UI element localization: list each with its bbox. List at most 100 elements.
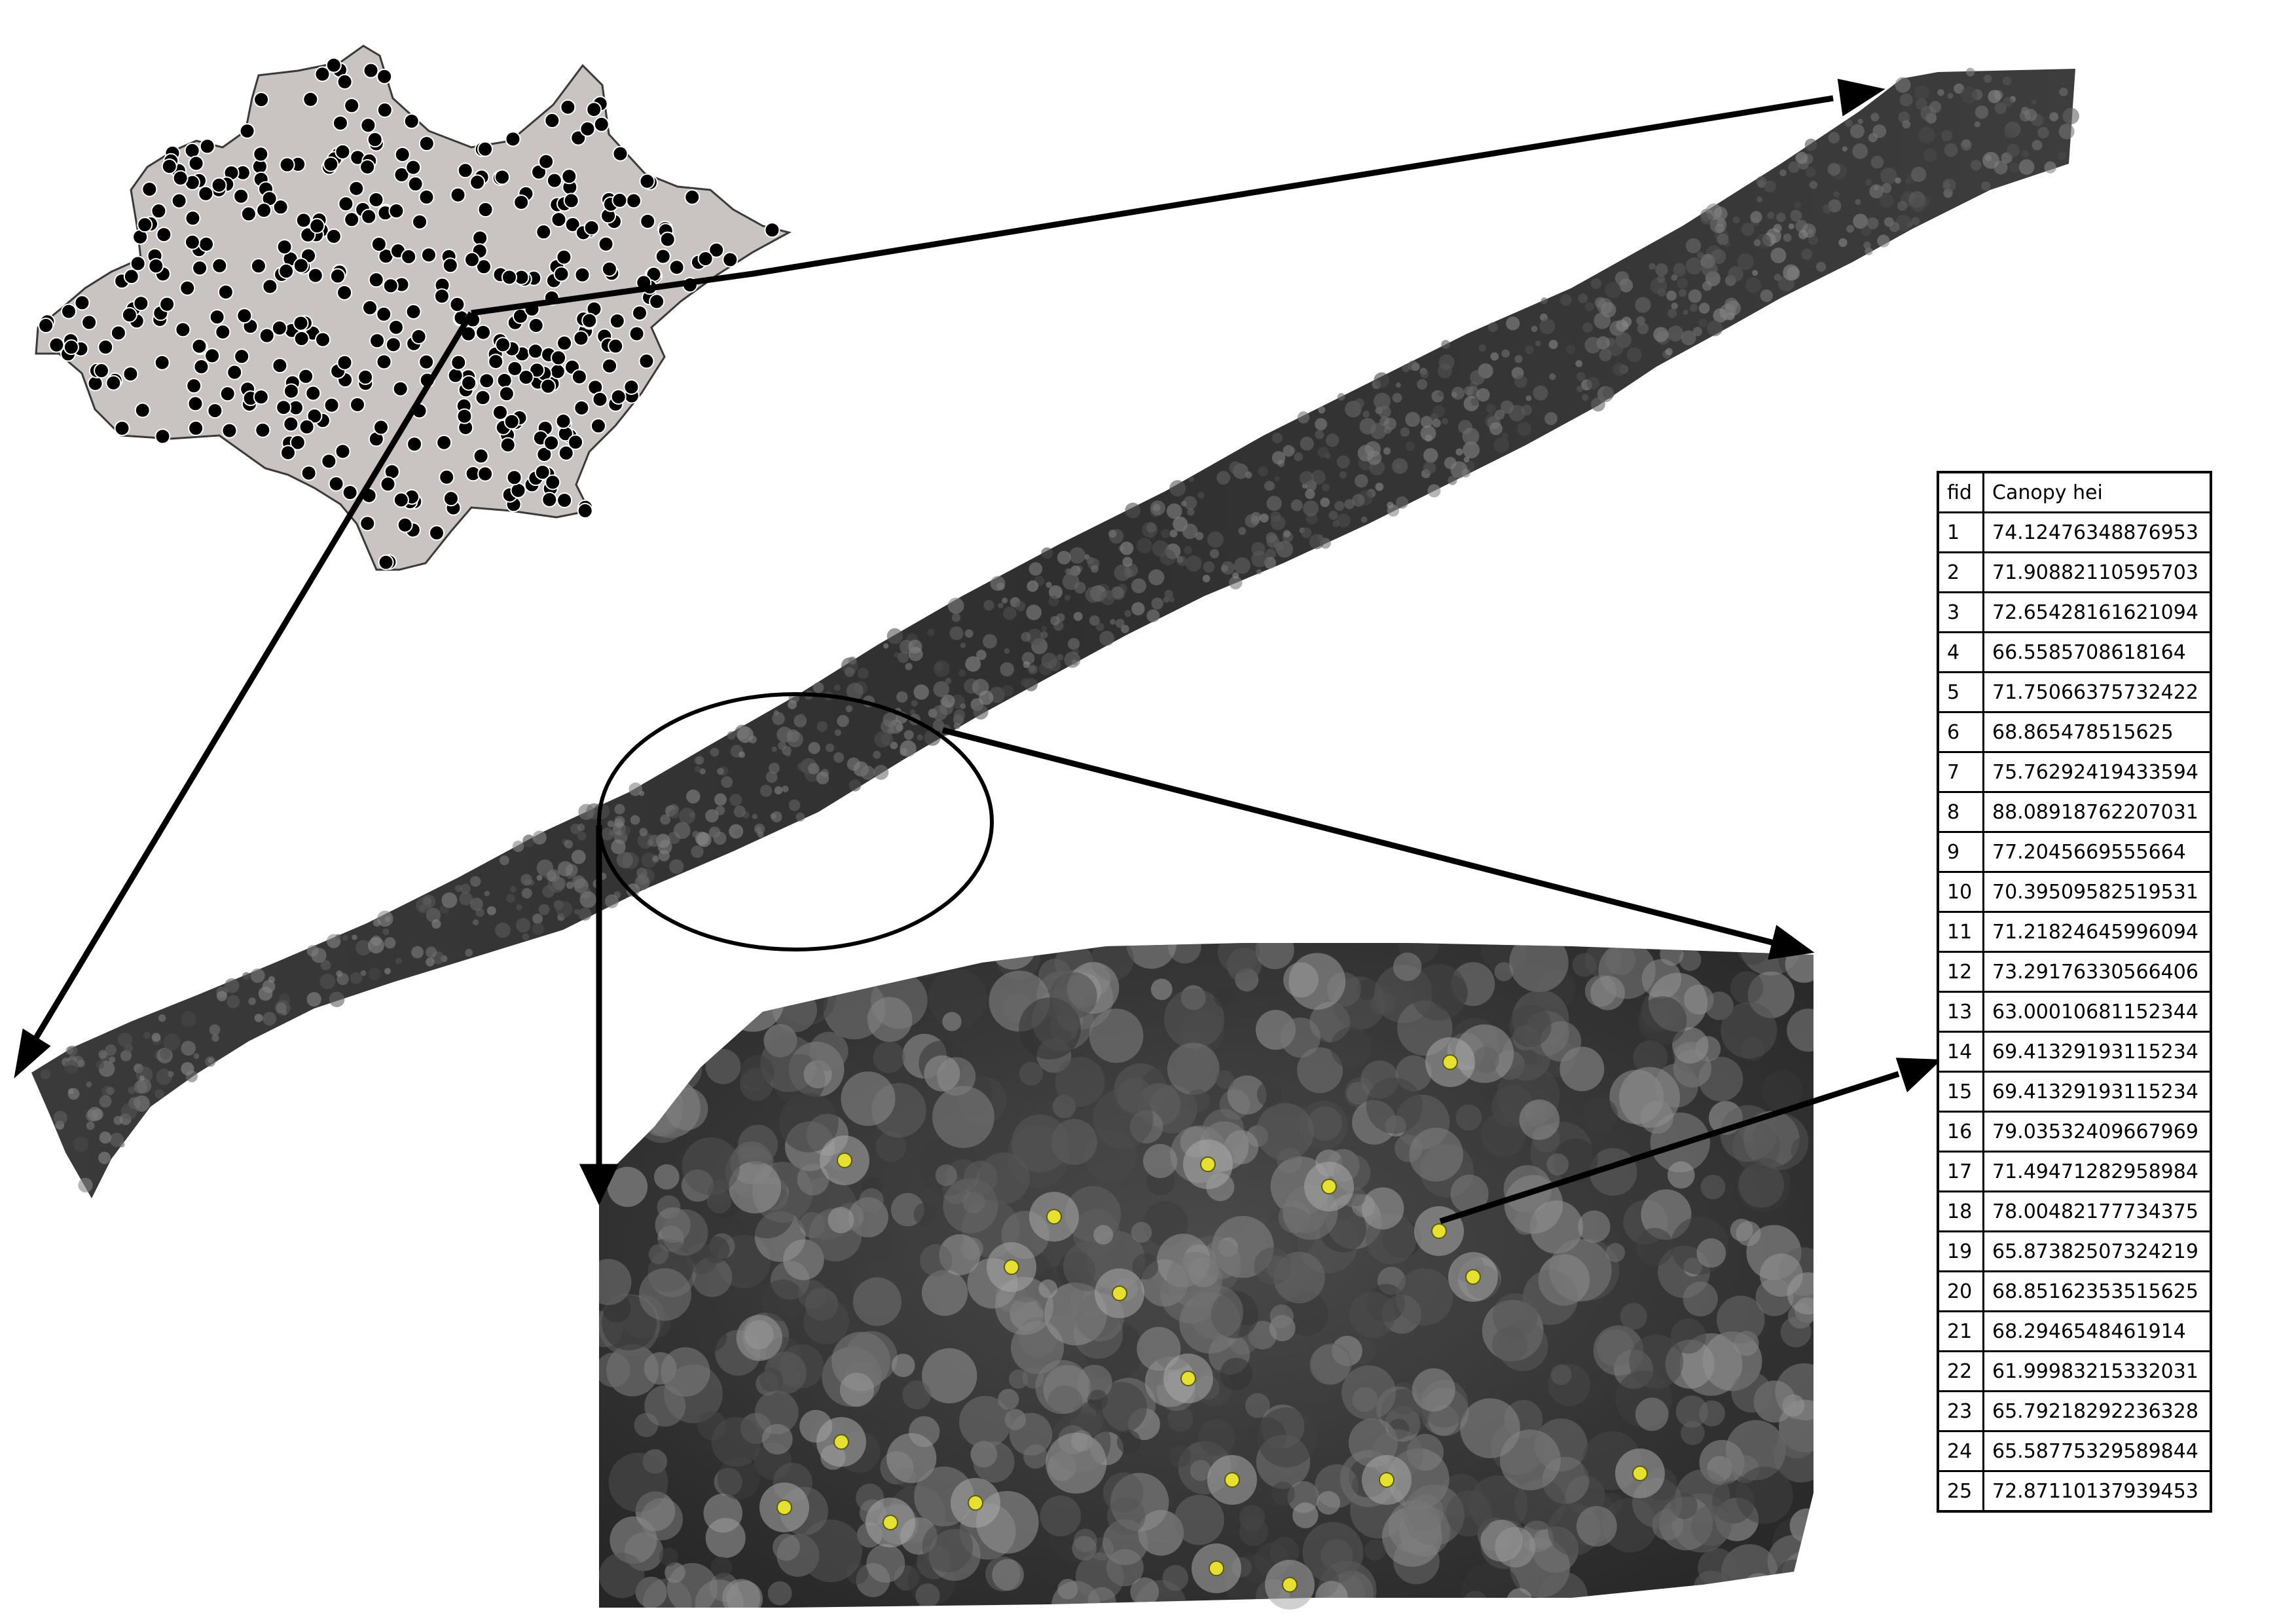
canopy-texture-crown: [848, 656, 857, 665]
canopy-texture-crown: [1256, 568, 1262, 575]
site-point: [638, 353, 655, 369]
tree-crown: [1538, 1572, 1588, 1608]
site-point: [198, 185, 214, 202]
canopy-texture-crown: [873, 750, 881, 759]
canopy-texture-crown: [1463, 441, 1480, 459]
canopy-texture-crown: [1085, 556, 1094, 564]
canopy-texture-crown: [1983, 75, 1992, 83]
tree-crown: [1629, 1335, 1684, 1389]
site-point: [154, 354, 170, 371]
canopy-texture-crown: [1137, 538, 1153, 554]
canopy-texture-crown: [1865, 247, 1873, 255]
canopy-texture-crown: [1229, 576, 1243, 589]
canopy-texture-crown: [1914, 85, 1929, 100]
tree-crown: [958, 1395, 1011, 1449]
sample-point: [1282, 1577, 1298, 1593]
cell-canopy-height: 61.99983215332031: [1982, 1350, 2212, 1392]
canopy-texture-crown: [67, 1088, 80, 1100]
tree-crown: [1330, 1027, 1372, 1069]
canopy-texture-crown: [798, 713, 805, 720]
cell-fid: 9: [1937, 831, 1984, 873]
table-row: 7 75.76292419433594: [1937, 751, 2212, 793]
tree-crown: [1667, 1161, 1695, 1189]
tree-crown: [625, 978, 665, 1018]
site-point: [380, 476, 396, 492]
canopy-texture-crown: [1392, 393, 1402, 403]
canopy-texture-crown: [1717, 233, 1729, 246]
canopy-texture-crown: [181, 1041, 196, 1056]
tree-crown: [1576, 1505, 1617, 1547]
cell-fid: 24: [1937, 1430, 1984, 1472]
tree-crown: [1220, 1357, 1253, 1391]
site-point: [156, 227, 172, 243]
canopy-texture-crown: [96, 1060, 105, 1069]
canopy-texture-crown: [1725, 300, 1741, 316]
site-point: [378, 554, 394, 570]
canopy-texture-crown: [320, 959, 331, 970]
canopy-texture-crown: [1902, 120, 1911, 129]
canopy-texture-crown: [1667, 325, 1684, 342]
site-point: [764, 222, 780, 238]
tree-crown: [710, 1557, 733, 1578]
site-point: [179, 280, 196, 296]
canopy-texture-crown: [1048, 595, 1059, 606]
sample-point: [1632, 1466, 1648, 1481]
canopy-texture-crown: [2021, 150, 2030, 158]
site-point: [450, 187, 466, 203]
tree-crown: [740, 1055, 774, 1089]
site-point: [94, 363, 110, 379]
canopy-texture-crown: [441, 892, 458, 908]
canopy-texture-crown: [557, 861, 574, 877]
site-point: [553, 266, 570, 282]
tree-crown: [1519, 1099, 1560, 1140]
canopy-texture-crown: [1970, 160, 1982, 171]
canopy-texture-crown: [630, 815, 640, 825]
site-point: [420, 247, 437, 263]
cell-canopy-height: 72.87110137939453: [1982, 1470, 2212, 1513]
canopy-texture-crown: [577, 823, 585, 832]
tree-crown: [1762, 1070, 1803, 1112]
canopy-texture-crown: [486, 906, 496, 915]
canopy-texture-crown: [2004, 127, 2016, 139]
cell-fid: 16: [1937, 1111, 1984, 1153]
canopy-texture-crown: [2062, 107, 2079, 124]
canopy-texture-crown: [1420, 370, 1429, 378]
canopy-texture-crown: [1845, 119, 1853, 127]
canopy-texture-crown: [553, 877, 566, 891]
site-point: [473, 448, 489, 464]
canopy-texture-crown: [1489, 422, 1503, 435]
canopy-texture-crown: [78, 1177, 93, 1193]
canopy-texture-crown: [1637, 323, 1649, 335]
site-point: [348, 180, 365, 196]
site-point: [623, 379, 640, 396]
sample-point: [833, 1434, 849, 1450]
canopy-texture-crown: [431, 919, 441, 929]
canopy-texture-crown: [306, 945, 319, 957]
tree-crown: [653, 1164, 680, 1190]
canopy-texture-crown: [1265, 548, 1277, 560]
canopy-texture-crown: [1455, 448, 1463, 456]
canopy-texture-crown: [752, 813, 758, 820]
site-point: [299, 418, 315, 435]
canopy-texture-crown: [105, 1044, 117, 1056]
site-point: [429, 525, 445, 541]
arrowhead-ellipse-right: [1768, 925, 1815, 960]
site-point: [198, 236, 215, 252]
canopy-texture-crown: [933, 660, 950, 677]
lidar-transect-strip: [31, 67, 2079, 1198]
tree-crown: [1721, 1002, 1777, 1059]
tree-crown: [697, 1321, 727, 1352]
tree-crown: [1255, 943, 1294, 970]
canopy-texture-crown: [1576, 385, 1583, 392]
site-point: [456, 408, 473, 424]
canopy-texture-crown: [910, 709, 916, 715]
site-point: [443, 490, 459, 507]
canopy-texture-crown: [384, 937, 396, 949]
canopy-texture-crown: [1142, 521, 1158, 538]
tree-crown: [1271, 1481, 1295, 1505]
site-point: [527, 343, 543, 360]
arrowhead-ellipse-down: [579, 1164, 619, 1206]
table-row: 5 71.75066375732422: [1937, 671, 2212, 713]
tree-crown: [1546, 1153, 1569, 1176]
canopy-texture-crown: [1899, 93, 1913, 107]
